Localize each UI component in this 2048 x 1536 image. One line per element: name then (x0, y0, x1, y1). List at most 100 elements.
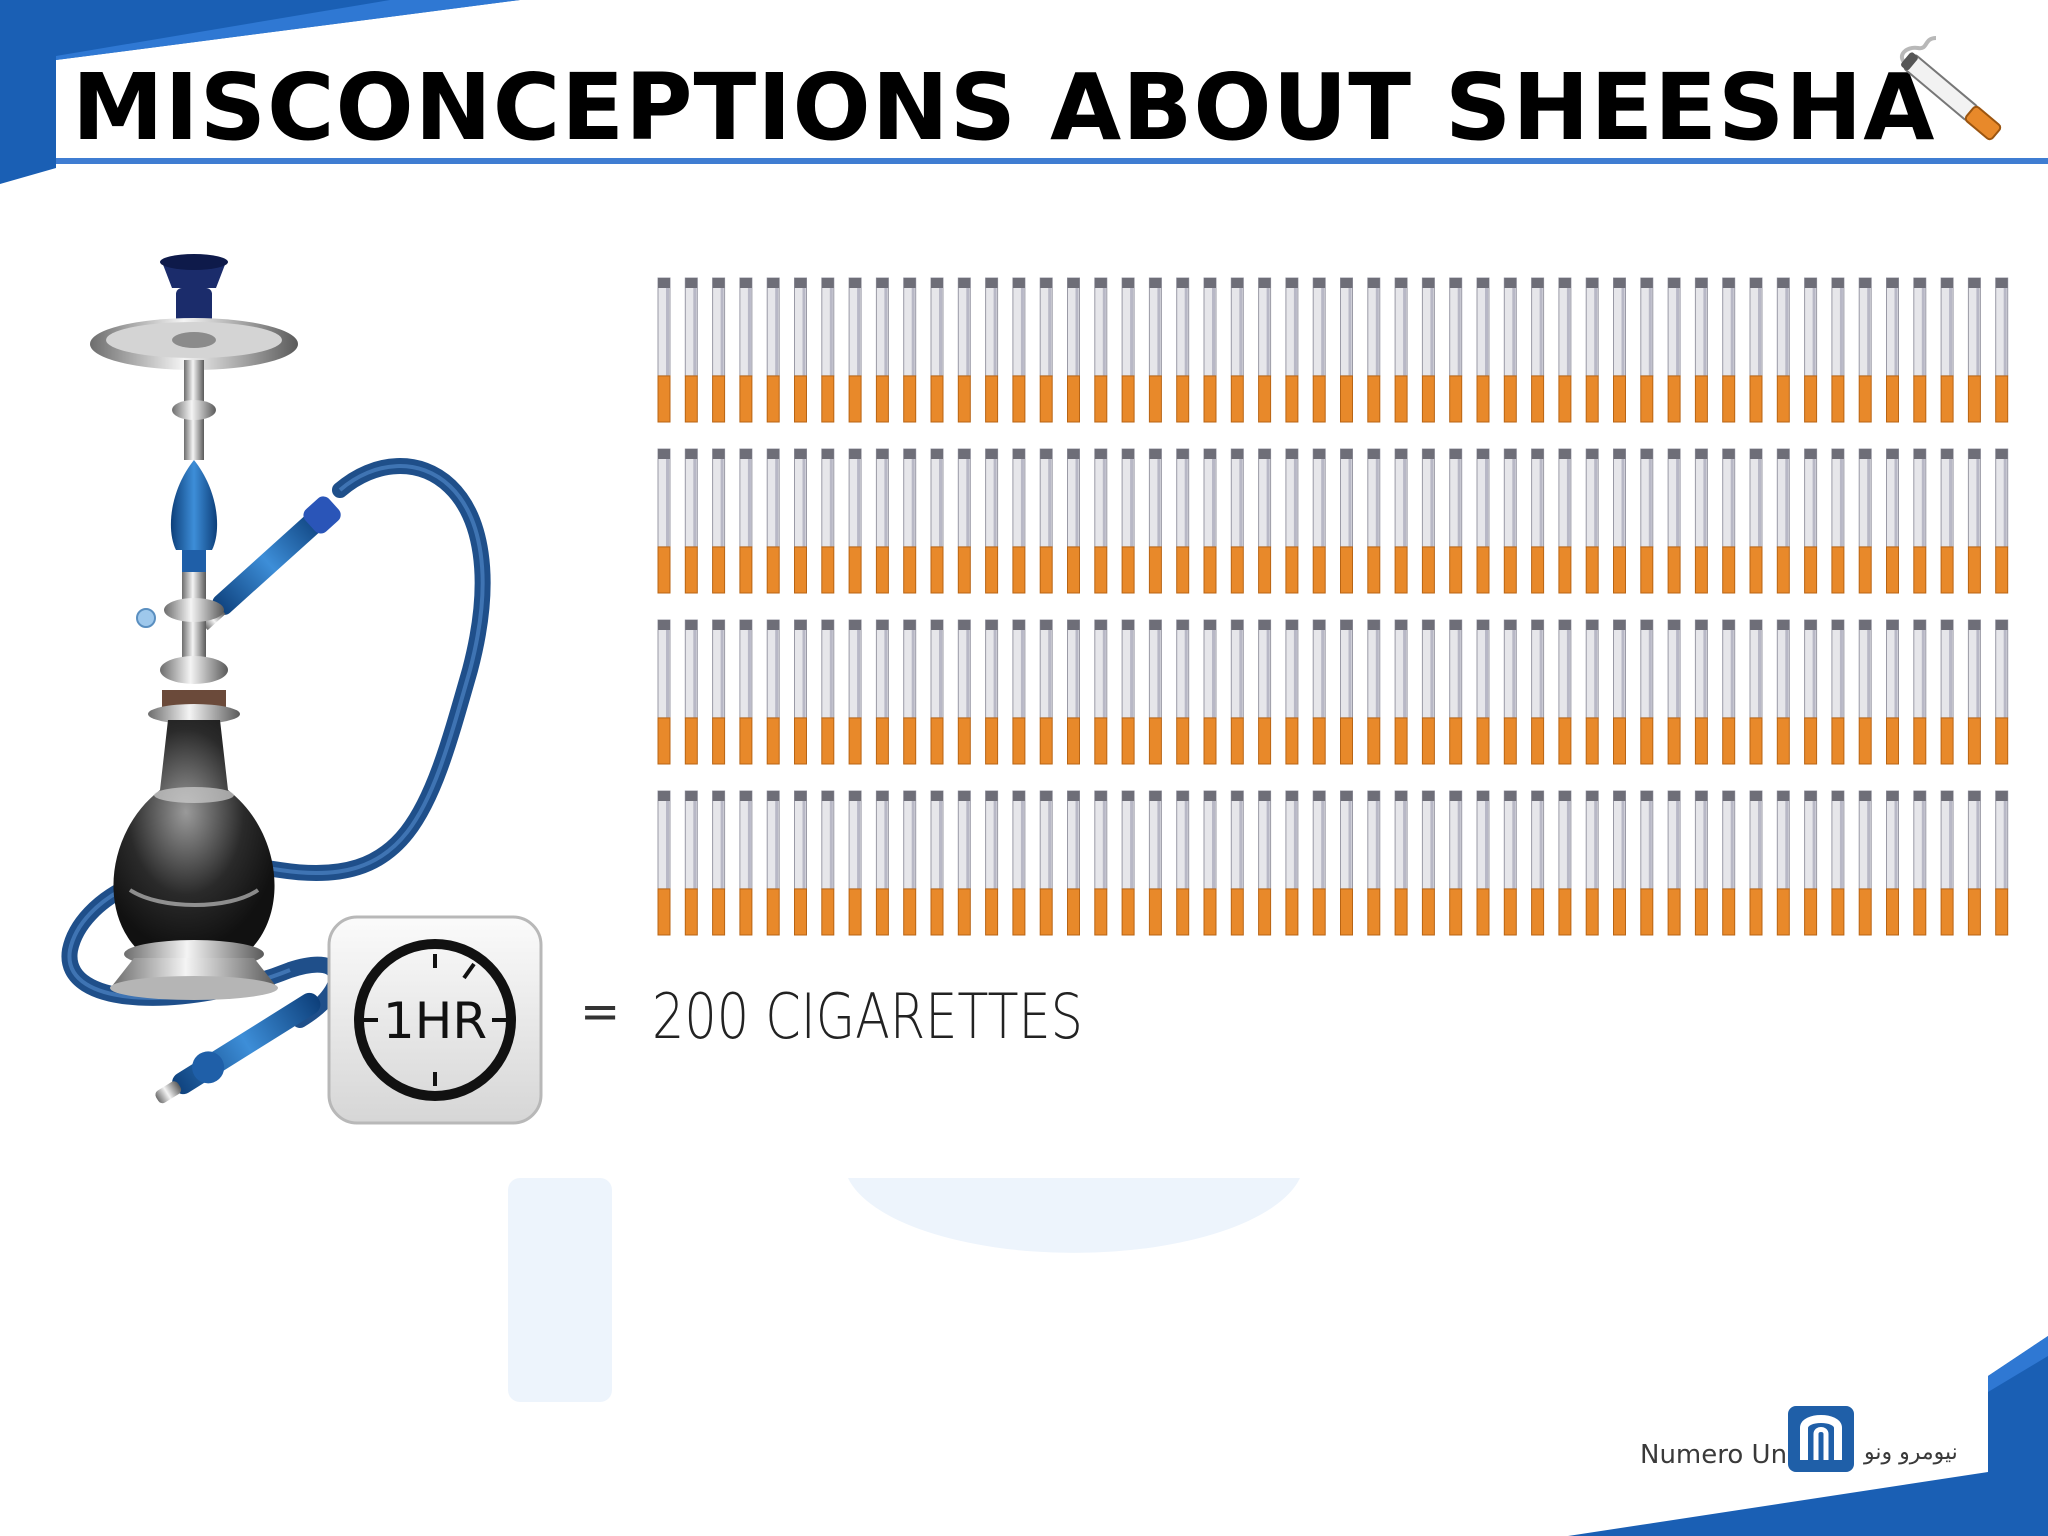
cigarette-icon (1148, 448, 1162, 594)
cigarette-icon (930, 619, 944, 765)
cigarette-icon (848, 277, 862, 423)
cigarette-icon (1667, 448, 1681, 594)
cigarette-icon (1094, 277, 1108, 423)
cigarette-icon (1804, 619, 1818, 765)
cigarette-icon (1285, 448, 1299, 594)
cigarette-icon (1831, 277, 1845, 423)
cigarette-icon (1421, 448, 1435, 594)
cigarette-icon (903, 790, 917, 936)
cigarette-icon (1421, 790, 1435, 936)
cigarette-icon (794, 619, 807, 765)
cigarette-icon (1121, 790, 1135, 936)
cigarette-icon (1694, 448, 1708, 594)
company-logo: Numero Uno نيومرو ونو (1640, 1400, 1990, 1480)
cigarette-icon (684, 277, 698, 423)
cigarette-icon (1776, 619, 1790, 765)
cigarette-icon (821, 619, 835, 765)
cigarette-icon (848, 448, 862, 594)
cigarette-icon (1340, 277, 1353, 423)
cigarette-icon (1722, 790, 1736, 936)
cigarette-icon (739, 277, 753, 423)
cigarette-icon (1613, 448, 1626, 594)
cigarette-icon (1694, 790, 1708, 936)
cigarette-icon (1667, 619, 1681, 765)
cigarette-icon (1476, 448, 1490, 594)
cigarette-icon (739, 448, 753, 594)
title-underline (56, 158, 2048, 164)
cigarette-icon (1039, 277, 1053, 423)
cigarette-icon (875, 277, 889, 423)
cigarette-icon (1831, 619, 1845, 765)
cigarette-icon (1258, 619, 1272, 765)
cigarette-icon (1039, 790, 1053, 936)
cigarette-icon (875, 790, 889, 936)
cigarette-icon (1449, 448, 1463, 594)
cigarette-icon (1722, 619, 1736, 765)
cigarette-icon (1012, 619, 1026, 765)
cigarette-icon (1312, 448, 1326, 594)
cigarette-icon (1121, 448, 1135, 594)
cigarette-icon (875, 619, 889, 765)
cigarette-icon (1148, 619, 1162, 765)
cigarette-icon (1967, 277, 1981, 423)
cigarette-icon (875, 448, 889, 594)
cigarette-icon (1967, 448, 1981, 594)
cigarette-icon (794, 448, 807, 594)
cigarette-icon (794, 277, 807, 423)
logo-text-english: Numero Uno (1640, 1440, 1803, 1470)
cigarette-icon (985, 619, 999, 765)
cigarette-icon (1476, 619, 1490, 765)
cigarette-icon (794, 790, 807, 936)
cigarette-icon (1804, 448, 1818, 594)
cigarette-icon (1967, 790, 1981, 936)
cigarette-icon (1585, 277, 1599, 423)
cigarette-icon (1804, 790, 1818, 936)
cigarette-icon (985, 448, 999, 594)
cigarette-icon (1176, 619, 1190, 765)
cigarette-icon (1940, 448, 1954, 594)
cigarette-icon (1722, 448, 1736, 594)
logo-mark-icon (1788, 1406, 1854, 1472)
cigarette-icon (684, 790, 698, 936)
cigarette-icon (930, 790, 944, 936)
cigarette-icon (903, 448, 917, 594)
cigarette-icon (1012, 277, 1026, 423)
cigarette-icon (848, 619, 862, 765)
cigarette-icon (1694, 277, 1708, 423)
cigarette-icon (1258, 448, 1272, 594)
cigarette-icon (1449, 790, 1463, 936)
cigarette-icon (1394, 448, 1408, 594)
cigarette-icon (684, 448, 698, 594)
cigarette-icon (712, 790, 726, 936)
cigarette-icon (1067, 448, 1080, 594)
equals-sign: = (580, 984, 621, 1040)
hookah-icon (61, 254, 491, 1104)
cigarette-icon (1722, 277, 1736, 423)
cigarette-icon (1067, 619, 1080, 765)
cigarette-icon (1995, 448, 2009, 594)
cigarette-icon (1640, 790, 1654, 936)
cigarette-icon (1858, 790, 1872, 936)
cigarette-icon (903, 619, 917, 765)
cigarette-icon (1230, 619, 1244, 765)
cigarette-icon (684, 619, 698, 765)
cigarette-icon (1340, 790, 1353, 936)
cigarette-icon (712, 448, 726, 594)
corner-decoration-bottom-right (1568, 1336, 2048, 1536)
cigarette-icon (739, 619, 753, 765)
cigarette-icon (1613, 790, 1626, 936)
cigarette-icon (1449, 277, 1463, 423)
cigarette-icon (1285, 790, 1299, 936)
cigarette-icon (1613, 619, 1626, 765)
cigarette-icon (1640, 619, 1654, 765)
cigarette-icon (957, 448, 971, 594)
cigarette-icon (1886, 790, 1899, 936)
cigarette-icon (1367, 619, 1381, 765)
cigarette-icon (1121, 619, 1135, 765)
cigarette-icon (1776, 448, 1790, 594)
cigarette-icon (1913, 448, 1927, 594)
cigarette-icon (1394, 790, 1408, 936)
cigarette-icon (1012, 448, 1026, 594)
